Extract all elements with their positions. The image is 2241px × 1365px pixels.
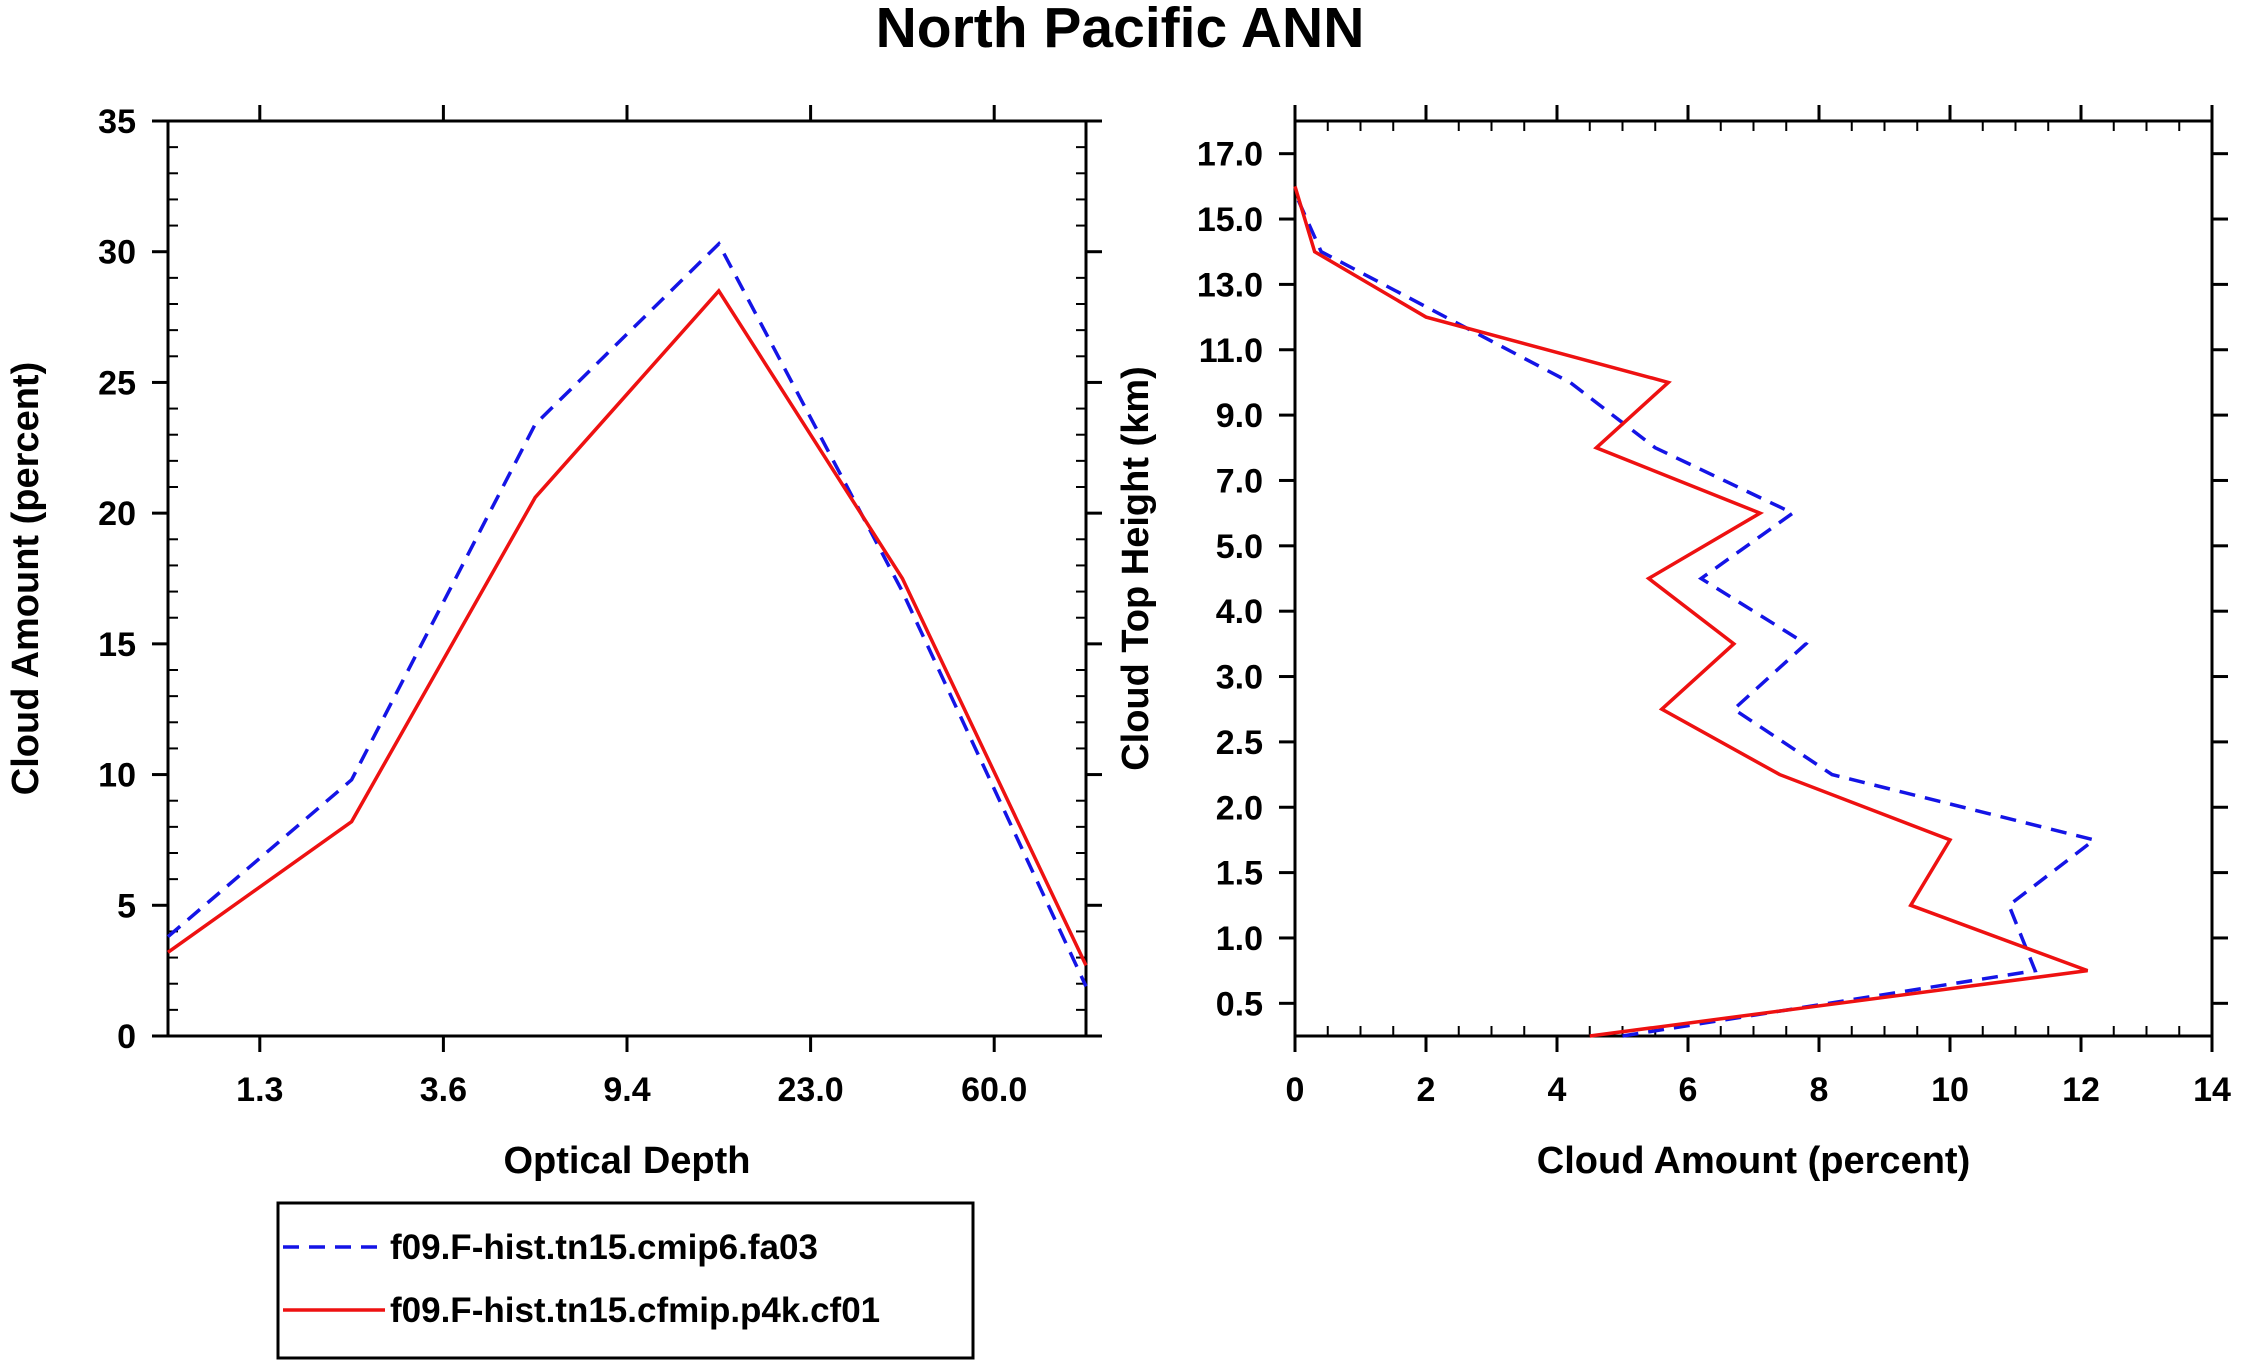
right-x-tick-label: 6 (1679, 1071, 1698, 1109)
right-y-axis-title: Cloud Top Height (km) (1115, 366, 1157, 771)
left-plot-frame (166, 119, 1088, 1038)
left-chart-optical-depth: 0 5 10 15 20 25 30 35 1.3 3.6 9.4 23.0 60.0 Optical D… (5, 103, 1102, 1182)
left-y-tick-label: 10 (98, 757, 136, 795)
right-y-tick-label: 0.5 (1216, 985, 1263, 1023)
left-x-tick-label: 9.4 (603, 1071, 650, 1109)
legend-box (276, 1201, 975, 1360)
right-y-tick-label: 1.0 (1216, 920, 1263, 958)
left-y-tick-label: 35 (98, 103, 136, 141)
right-y-tick-label: 15.0 (1197, 201, 1263, 239)
right-y-tick-label: 11.0 (1199, 332, 1263, 370)
right-x-tick-label: 14 (2193, 1071, 2231, 1109)
left-x-tick-label: 23.0 (778, 1071, 844, 1109)
right-x-tick-label: 2 (1417, 1071, 1436, 1109)
left-x-tick-label: 1.3 (236, 1071, 283, 1109)
right-x-tick-label: 4 (1548, 1071, 1567, 1109)
left-y-axis-title: Cloud Amount (percent) (5, 362, 47, 795)
right-y-tick-label: 9.0 (1216, 397, 1263, 435)
legend: f09.F-hist.tn15.cmip6.fa03 f09.F-hist.tn… (276, 1201, 975, 1360)
right-x-tick-label: 0 (1286, 1071, 1305, 1109)
left-y-tick-label: 5 (117, 887, 136, 925)
right-x-tick-label: 8 (1810, 1071, 1829, 1109)
right-x-tick-label: 10 (1931, 1071, 1969, 1109)
right-y-tick-label: 3.0 (1216, 659, 1263, 697)
right-chart-cloud-top-height: 0 2 4 6 8 10 12 14 0.5 1.0 1.5 2.0 2.5 3.0 4.0 5.0 7.0 9.… (1115, 105, 2231, 1182)
left-y-tick-label: 30 (98, 234, 136, 272)
right-y-tick-label: 13.0 (1197, 266, 1263, 304)
right-x-axis-title: Cloud Amount (percent) (1537, 1140, 1970, 1182)
right-y-tick-label: 2.0 (1216, 789, 1263, 827)
left-x-tick-label: 3.6 (420, 1071, 467, 1109)
left-y-tick-label: 20 (98, 495, 136, 533)
chart-title: North Pacific ANN (876, 0, 1365, 60)
right-y-tick-label: 1.5 (1216, 855, 1263, 893)
right-y-tick-label: 7.0 (1216, 462, 1263, 500)
right-plot-frame (1293, 119, 2214, 1038)
right-y-tick-label: 2.5 (1216, 724, 1263, 762)
left-x-tick-label: 60.0 (961, 1071, 1027, 1109)
left-series-line-blue (166, 240, 1088, 988)
left-y-tick-label: 25 (98, 364, 136, 402)
left-y-tick-label: 15 (98, 626, 136, 664)
legend-label-red: f09.F-hist.tn15.cfmip.p4k.cf01 (390, 1291, 880, 1330)
left-x-axis-title: Optical Depth (503, 1140, 750, 1182)
left-series-line-red (166, 288, 1088, 967)
right-x-tick-label: 12 (2062, 1071, 2100, 1109)
right-series-line-red (1293, 185, 2089, 1038)
legend-label-blue: f09.F-hist.tn15.cmip6.fa03 (390, 1228, 818, 1267)
right-y-tick-label: 5.0 (1216, 528, 1263, 566)
right-y-tick-label: 17.0 (1197, 136, 1263, 174)
right-y-tick-label: 4.0 (1216, 593, 1263, 631)
left-y-tick-label: 0 (117, 1018, 136, 1056)
